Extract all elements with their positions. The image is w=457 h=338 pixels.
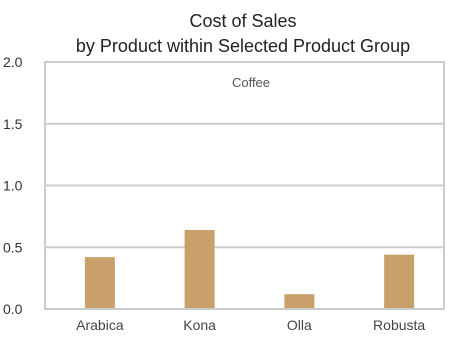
x-tick-label: Olla xyxy=(287,317,312,333)
plot-frame xyxy=(44,61,445,310)
y-tick-label: 1.0 xyxy=(3,178,23,194)
chart-subtitle: by Product within Selected Product Group xyxy=(76,36,410,56)
bar-arabica xyxy=(84,257,115,309)
chart-title: Cost of Sales xyxy=(189,11,296,31)
panel-label: Coffee xyxy=(232,75,270,90)
x-axis-labels: Arabica Kona Olla Robusta xyxy=(76,317,425,333)
y-axis-ticks: 0.0 0.5 1.0 1.5 2.0 xyxy=(3,54,23,317)
x-tick-label: Robusta xyxy=(373,317,425,333)
bar-kona xyxy=(184,229,215,309)
bars xyxy=(84,229,415,309)
x-tick-label: Arabica xyxy=(76,317,124,333)
y-tick-label: 0.5 xyxy=(3,239,23,255)
y-tick-label: 1.5 xyxy=(3,116,23,132)
bar-robusta xyxy=(384,254,415,309)
y-tick-label: 2.0 xyxy=(3,54,23,70)
y-tick-label: 0.0 xyxy=(3,301,23,317)
bar-olla xyxy=(284,294,315,309)
x-tick-label: Kona xyxy=(183,317,216,333)
